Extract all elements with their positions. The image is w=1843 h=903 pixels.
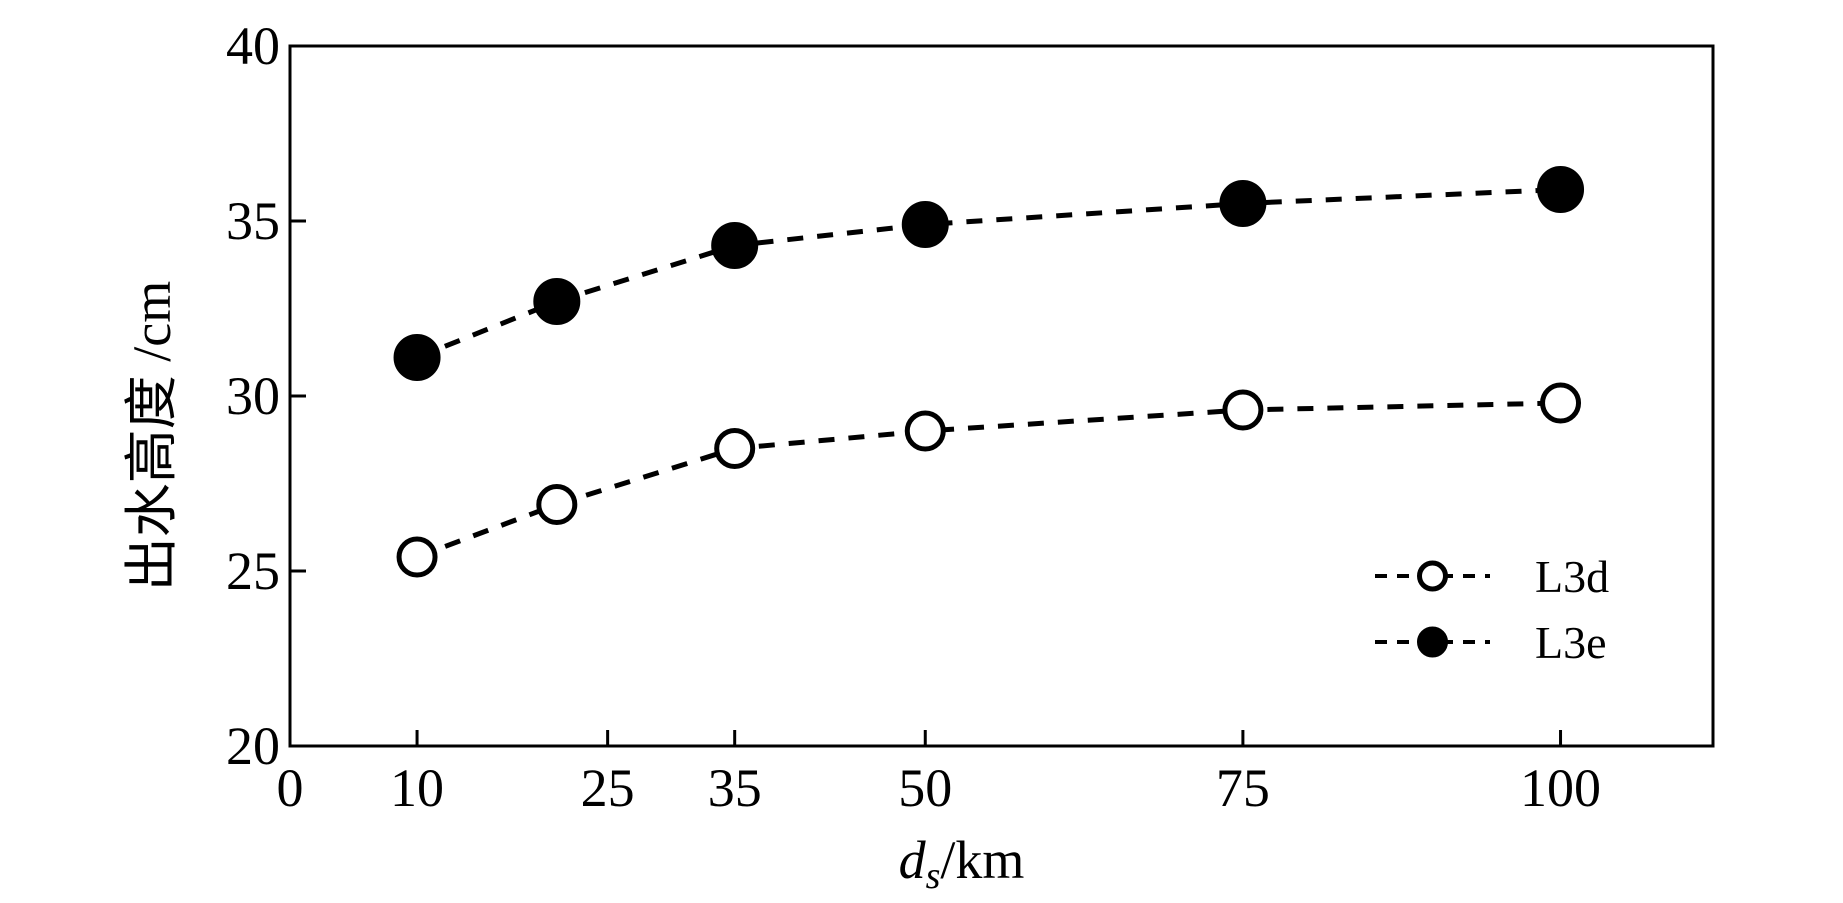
data-point-L3e bbox=[1219, 180, 1267, 227]
series-line-L3d bbox=[416, 400, 1561, 560]
data-point-L3d bbox=[714, 428, 756, 469]
plot-border bbox=[288, 44, 1715, 748]
legend-marker-L3d bbox=[1417, 560, 1448, 592]
x-axis-title-var: d bbox=[899, 830, 927, 890]
axis-ticks: 0 10 25 35 50 75 100 20 25 30 35 40 bbox=[226, 16, 1601, 818]
x-tick-label: 25 bbox=[581, 758, 635, 818]
legend-label-L3e: L3e bbox=[1535, 617, 1607, 668]
data-point-L3d bbox=[1222, 389, 1264, 431]
x-axis-title-sub: s bbox=[926, 855, 941, 897]
x-tick-label: 50 bbox=[898, 758, 952, 818]
series-line-L3e bbox=[416, 187, 1561, 360]
y-tick-label: 20 bbox=[226, 716, 280, 776]
data-point-L3e bbox=[533, 278, 581, 325]
data-point-L3d bbox=[904, 410, 946, 452]
x-tick-label: 0 bbox=[277, 758, 304, 818]
x-tick-label: 100 bbox=[1520, 758, 1601, 818]
y-tick-label: 30 bbox=[226, 366, 280, 426]
legend-label-L3d: L3d bbox=[1535, 551, 1609, 602]
axis-titles: ds/km 出水高度 /cm bbox=[122, 281, 1024, 897]
data-point-L3d bbox=[1540, 382, 1582, 424]
x-tick-label: 75 bbox=[1216, 758, 1270, 818]
legend-marker-L3e bbox=[1417, 626, 1448, 658]
plot-frame bbox=[288, 44, 1715, 748]
data-point-L3d bbox=[396, 536, 438, 578]
x-axis-title: ds/km bbox=[899, 830, 1025, 897]
x-axis-title-unit: /km bbox=[940, 830, 1024, 890]
y-tick-label: 25 bbox=[226, 541, 280, 601]
y-axis-title: 出水高度 /cm bbox=[122, 281, 182, 591]
data-point-L3d bbox=[536, 484, 578, 525]
x-tick-label: 35 bbox=[708, 758, 762, 818]
data-point-L3e bbox=[1537, 166, 1585, 213]
y-tick-label: 40 bbox=[226, 16, 280, 76]
data-point-L3e bbox=[711, 222, 759, 269]
series-layer bbox=[393, 166, 1585, 578]
x-tick-label: 10 bbox=[390, 758, 444, 818]
y-tick-label: 35 bbox=[226, 191, 280, 251]
data-point-L3e bbox=[393, 334, 441, 381]
data-point-L3e bbox=[901, 201, 949, 248]
